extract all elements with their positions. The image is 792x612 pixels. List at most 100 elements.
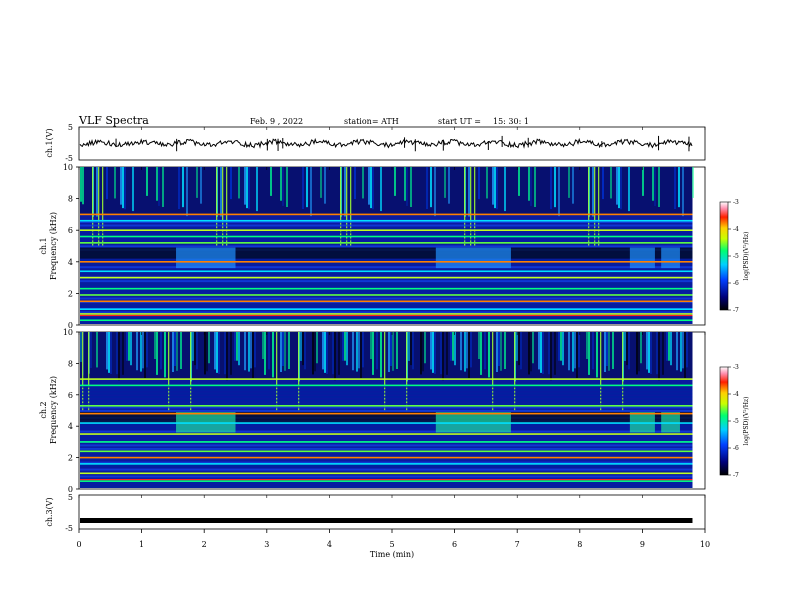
spectrogram-column xyxy=(90,332,92,368)
spectrogram-column xyxy=(192,332,194,361)
spectrogram-column xyxy=(122,167,124,209)
spectrogram-column xyxy=(610,167,612,199)
ch2-freq-ylabel: Frequency (kHz) xyxy=(49,376,58,444)
start-ut-value: 15: 30: 1 xyxy=(493,117,529,126)
spectrogram-column xyxy=(284,332,286,371)
spectrogram-texture-band xyxy=(80,389,693,392)
spectrogram-column xyxy=(618,167,620,209)
spectrogram-column xyxy=(122,332,124,375)
spectrogram-enhancement xyxy=(629,247,655,269)
spectrogram-column xyxy=(254,332,256,368)
spectrogram-column xyxy=(612,332,614,370)
spectrogram-texture-band xyxy=(80,273,693,276)
spectrogram-column xyxy=(592,167,594,217)
spectrogram-texture-band xyxy=(80,238,693,241)
spectrogram-texture-band xyxy=(80,468,693,471)
spectrogram-column xyxy=(576,332,578,379)
spectrogram-column xyxy=(606,332,608,366)
spectrogram-column xyxy=(560,332,562,361)
spectrogram-column xyxy=(236,332,238,361)
spectrogram-column xyxy=(420,332,422,375)
spectrogram-column xyxy=(494,167,496,209)
spectrogram-column xyxy=(368,167,370,205)
spectrogram-column xyxy=(588,332,590,375)
spectrogram-texture-band xyxy=(80,283,693,286)
colorbar-tick-label: -5 xyxy=(733,418,739,425)
spectrogram-column xyxy=(636,332,638,375)
spectrogram-column xyxy=(234,332,236,361)
spectrogram-column xyxy=(80,332,82,362)
spectrogram-enhancement xyxy=(176,247,236,269)
spectrogram-column xyxy=(206,332,208,372)
spectrogram-column xyxy=(270,167,272,196)
spectrogram-upper-region xyxy=(80,332,693,380)
time-axis: 0 1 2 3 4 5 6 7 8 9 10 xyxy=(76,127,710,549)
spectrogram-column xyxy=(468,167,470,217)
spectrogram-column xyxy=(324,167,326,204)
spectrogram-column xyxy=(628,167,630,212)
spectrogram-column xyxy=(396,332,398,370)
spectrogram-column xyxy=(230,167,232,200)
spectrogram-column xyxy=(250,332,252,369)
spectrogram-column xyxy=(442,332,444,381)
spectrogram-column xyxy=(446,332,448,375)
ch1-colorbar-label: log(PSD)(V²/Hz) xyxy=(743,232,750,281)
spectrogram-column xyxy=(370,332,372,360)
spectrogram-column xyxy=(194,332,196,366)
ch1-waveform-panel: 5 -5 ch.1(V) xyxy=(45,123,706,163)
spectrogram-line-band xyxy=(80,384,693,387)
spectrogram-column xyxy=(684,332,686,379)
spectrogram-sferic xyxy=(190,332,192,411)
spectrogram-sferic xyxy=(470,167,472,246)
spectrogram-column xyxy=(312,332,314,375)
spectrogram-column xyxy=(422,332,424,372)
spectrogram-column xyxy=(110,332,112,374)
ch2-freq-ylabel-channel: ch.2 xyxy=(39,401,48,418)
spectrogram-texture-band xyxy=(80,231,693,234)
colorbar-tick-label: -4 xyxy=(733,391,739,398)
spectrogram-texture-band xyxy=(80,297,693,300)
spectrogram-column xyxy=(680,332,682,372)
spectrogram-column xyxy=(304,332,306,370)
spectrogram-column xyxy=(558,332,560,361)
spectrogram-sferic xyxy=(622,332,624,411)
spectrogram-column xyxy=(410,332,412,366)
spectrogram-line-band xyxy=(80,456,693,459)
spectrogram-column xyxy=(662,332,664,375)
spectrogram-column xyxy=(156,332,158,375)
freq-tick-label: 10 xyxy=(63,163,73,172)
spectrogram-line-band xyxy=(80,472,693,475)
spectrogram-column xyxy=(262,332,264,360)
spectrogram-column xyxy=(558,167,560,217)
spectrogram-column xyxy=(500,332,502,371)
spectrogram-column xyxy=(248,167,250,210)
freq-tick-label: 2 xyxy=(68,289,73,298)
spectrogram-column xyxy=(492,167,494,205)
spectrogram-column xyxy=(430,167,432,208)
spectrogram-line-band xyxy=(80,313,693,315)
spectrogram-column xyxy=(518,167,520,196)
spectrogram-column xyxy=(80,167,82,202)
spectrogram-sferic xyxy=(594,167,596,246)
spectrogram-column xyxy=(172,332,174,373)
spectrogram-column xyxy=(574,332,576,369)
spectrogram-column xyxy=(224,332,226,375)
spectrogram-column xyxy=(356,332,358,372)
spectrogram-column xyxy=(160,332,162,370)
spectrogram-column xyxy=(370,167,372,209)
spectrogram-column xyxy=(608,332,610,371)
colorbar-tick-label: -6 xyxy=(733,445,739,452)
spectrogram-column xyxy=(214,332,216,370)
spectrogram-column xyxy=(532,332,534,364)
ch1-ytick-top: 5 xyxy=(68,123,73,132)
ch1-freq-ticks: 0 2 4 6 8 10 xyxy=(63,163,79,330)
spectrogram-column xyxy=(658,332,660,381)
spectrogram-column xyxy=(410,167,412,207)
spectrogram-column xyxy=(628,332,630,370)
time-tick-label: 1 xyxy=(139,540,144,549)
spectrogram-column xyxy=(180,332,182,370)
spectrogram-texture-band xyxy=(80,482,693,485)
figure-title: VLF Spectra xyxy=(78,114,149,127)
spectrogram-column xyxy=(96,332,98,368)
